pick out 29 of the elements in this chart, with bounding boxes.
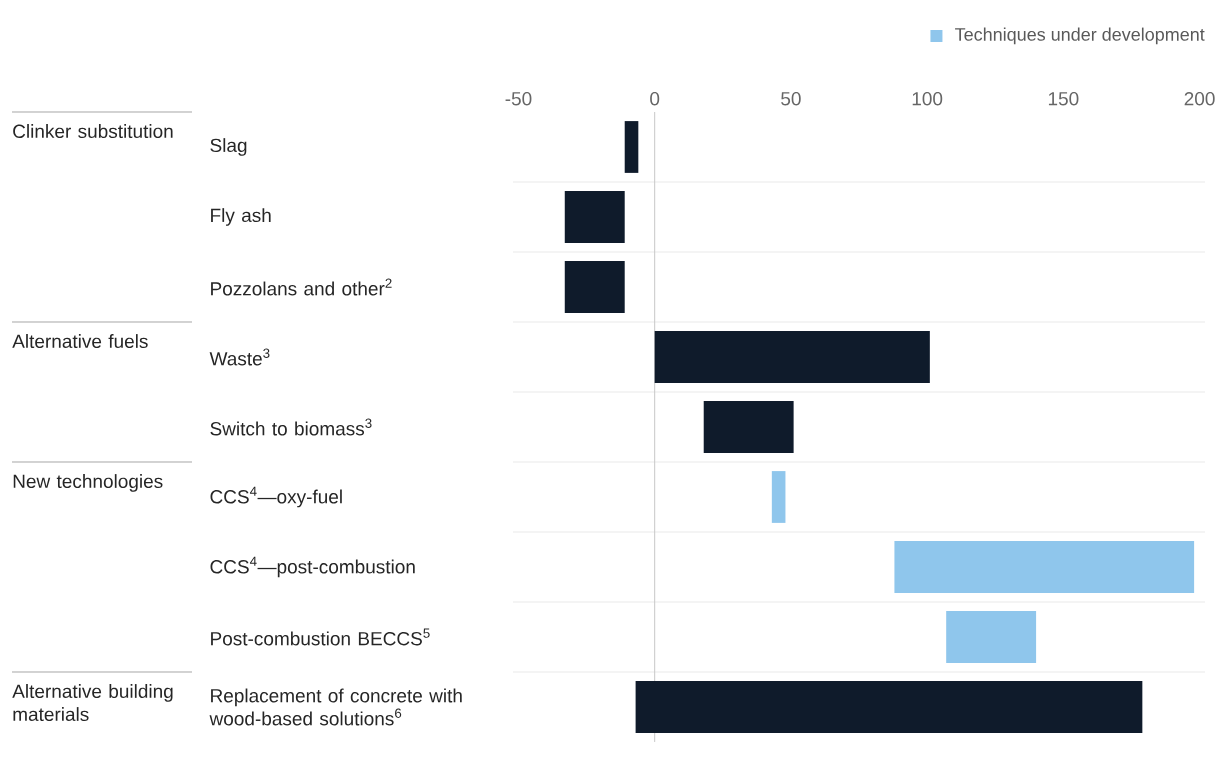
bar bbox=[946, 611, 1037, 663]
text: New technologies bbox=[13, 474, 163, 492]
bar bbox=[771, 471, 786, 523]
bar bbox=[564, 261, 625, 313]
y-tick-label: Post-combustion BECCS$^{5}$ bbox=[211, 628, 430, 646]
y-tick-label: CCS$^{4}$—oxy-fuel bbox=[210, 486, 342, 508]
x-tick-label: 200 bbox=[1184, 92, 1215, 106]
x-tick-label: 150 bbox=[1048, 92, 1079, 106]
y-tick-label: CCS$^{4}$—post-combustion bbox=[210, 556, 415, 578]
x-tick-label: 100 bbox=[912, 92, 943, 106]
text: Clinker substitution bbox=[13, 124, 173, 139]
text: Alternative fuels bbox=[12, 334, 148, 349]
text: Alternative building materials bbox=[12, 684, 173, 722]
y-tick-label: Replacement of concrete with wood-based solutions$^{6}$ bbox=[209, 688, 462, 726]
y-tick-label: Slag bbox=[210, 138, 247, 156]
x-tick-label: 50 bbox=[781, 92, 801, 106]
y-tick-label: Switch to biomass$^{3}$ bbox=[210, 418, 372, 436]
bar bbox=[564, 191, 625, 243]
y-tick-label: Fly ash bbox=[211, 208, 271, 226]
bar bbox=[624, 121, 639, 173]
bar bbox=[635, 681, 1143, 733]
bar bbox=[654, 331, 930, 383]
x-tick-label: -50 bbox=[505, 92, 532, 106]
legend-label: Techniques under development bbox=[955, 27, 1205, 45]
bar bbox=[894, 541, 1195, 593]
y-tick-label: Pozzolans and other$^{2}$ bbox=[211, 278, 392, 296]
bar bbox=[703, 401, 794, 453]
x-tick-label: 0 bbox=[650, 92, 660, 106]
y-tick-label: Waste$^{3}$ bbox=[209, 348, 270, 366]
